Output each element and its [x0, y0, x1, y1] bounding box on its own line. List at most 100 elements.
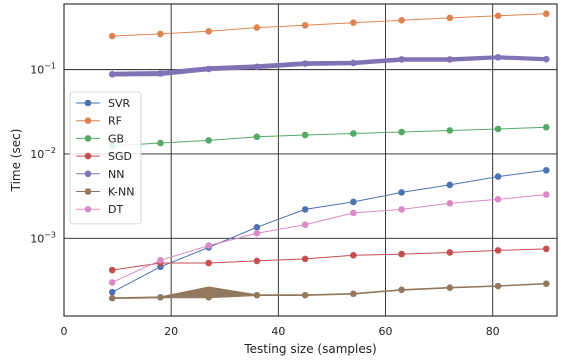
legend-label-dt: DT — [108, 203, 123, 216]
y-tick-label: 10−1 — [30, 62, 56, 77]
point-rf — [205, 27, 212, 35]
point-dt — [253, 229, 261, 237]
point-nn — [494, 54, 502, 61]
point-nn — [157, 70, 164, 77]
point-sgd — [542, 245, 550, 253]
point-gb — [398, 128, 405, 136]
point-sgd — [301, 255, 309, 263]
point-gb — [494, 125, 502, 133]
point-dt — [398, 206, 405, 213]
point-gb — [542, 124, 550, 131]
point-nn — [253, 63, 261, 71]
legend-marker-dt — [84, 205, 92, 213]
x-axis-label: Testing size (samples) — [243, 342, 376, 356]
legend-marker-nn — [84, 170, 92, 178]
y-axis-ticks: 10−3 10−2 10−1 — [30, 62, 56, 246]
point-k-nn — [542, 280, 550, 287]
series-rf — [108, 10, 550, 40]
point-sgd — [350, 251, 357, 259]
line-rf — [112, 13, 547, 37]
point-k-nn — [253, 291, 261, 299]
point-sgd — [108, 266, 116, 274]
legend-marker-sgd — [84, 152, 92, 160]
series-nn — [108, 54, 550, 78]
point-dt — [494, 196, 502, 203]
y-tick-label: 10−3 — [30, 230, 56, 245]
point-sgd — [205, 259, 212, 267]
y-axis-label: Time (sec) — [9, 129, 23, 193]
point-k-nn — [398, 286, 405, 294]
x-tick-label: 40 — [271, 325, 285, 338]
series-sgd — [108, 245, 550, 274]
point-dt — [157, 256, 164, 264]
point-k-nn — [350, 290, 357, 298]
line-k-nn — [112, 283, 547, 299]
point-rf — [301, 22, 309, 29]
legend-label-rf: RF — [108, 115, 122, 128]
point-nn — [542, 55, 550, 63]
legend: SVR RF GB SGD NN K-NN DT — [69, 91, 142, 225]
point-nn — [398, 56, 405, 63]
point-gb — [205, 137, 212, 144]
legend-label-svr: SVR — [108, 97, 131, 110]
point-k-nn — [205, 293, 212, 301]
legend-label-sgd: SGD — [108, 150, 132, 163]
series-dt — [108, 191, 550, 286]
line-sgd — [112, 248, 547, 271]
legend-marker-gb — [84, 135, 92, 142]
legend-marker-rf — [84, 117, 92, 124]
point-k-nn — [494, 282, 502, 290]
point-svr — [542, 167, 550, 174]
point-dt — [350, 209, 357, 217]
point-rf — [350, 19, 357, 27]
point-nn — [301, 60, 309, 67]
point-gb — [157, 139, 164, 147]
series-k-nn — [108, 280, 550, 302]
x-axis-ticks: 0 20 40 60 80 — [61, 325, 500, 338]
point-dt — [108, 279, 116, 286]
legend-label-nn: NN — [108, 168, 124, 181]
point-svr — [253, 224, 261, 231]
legend-label-k-nn: K-NN — [108, 186, 135, 199]
point-rf — [157, 30, 164, 38]
point-sgd — [398, 250, 405, 258]
point-dt — [446, 200, 454, 207]
point-k-nn — [157, 293, 164, 301]
point-nn — [446, 56, 454, 63]
point-rf — [446, 14, 454, 22]
point-svr — [446, 181, 454, 189]
line-dt — [111, 194, 547, 283]
legend-marker-svr — [84, 99, 92, 107]
point-svr — [494, 173, 502, 180]
point-dt — [301, 221, 309, 229]
point-rf — [494, 12, 502, 20]
point-dt — [542, 191, 550, 198]
point-nn — [205, 65, 212, 73]
legend-marker-k-nn — [84, 188, 92, 195]
plot-frame — [63, 3, 558, 317]
y-tick-label: 10−2 — [30, 146, 56, 161]
point-k-nn — [301, 291, 309, 299]
point-sgd — [494, 247, 502, 254]
point-k-nn — [446, 284, 454, 291]
point-sgd — [446, 249, 454, 256]
point-svr — [350, 198, 357, 206]
legend-label-gb: GB — [108, 132, 124, 145]
line-svr — [111, 169, 547, 293]
x-tick-label: 60 — [379, 325, 393, 338]
x-tick-label: 0 — [61, 325, 68, 338]
point-rf — [108, 32, 116, 40]
point-rf — [253, 24, 261, 31]
point-dt — [205, 242, 212, 249]
point-svr — [301, 206, 309, 213]
point-nn — [350, 59, 357, 67]
point-gb — [301, 131, 309, 139]
point-svr — [108, 288, 116, 296]
point-sgd — [253, 257, 261, 265]
x-tick-label: 80 — [486, 325, 500, 338]
x-tick-label: 20 — [164, 325, 178, 338]
line-nn — [112, 56, 547, 75]
line-gb — [112, 126, 547, 147]
point-gb — [350, 130, 357, 137]
point-gb — [253, 133, 261, 141]
